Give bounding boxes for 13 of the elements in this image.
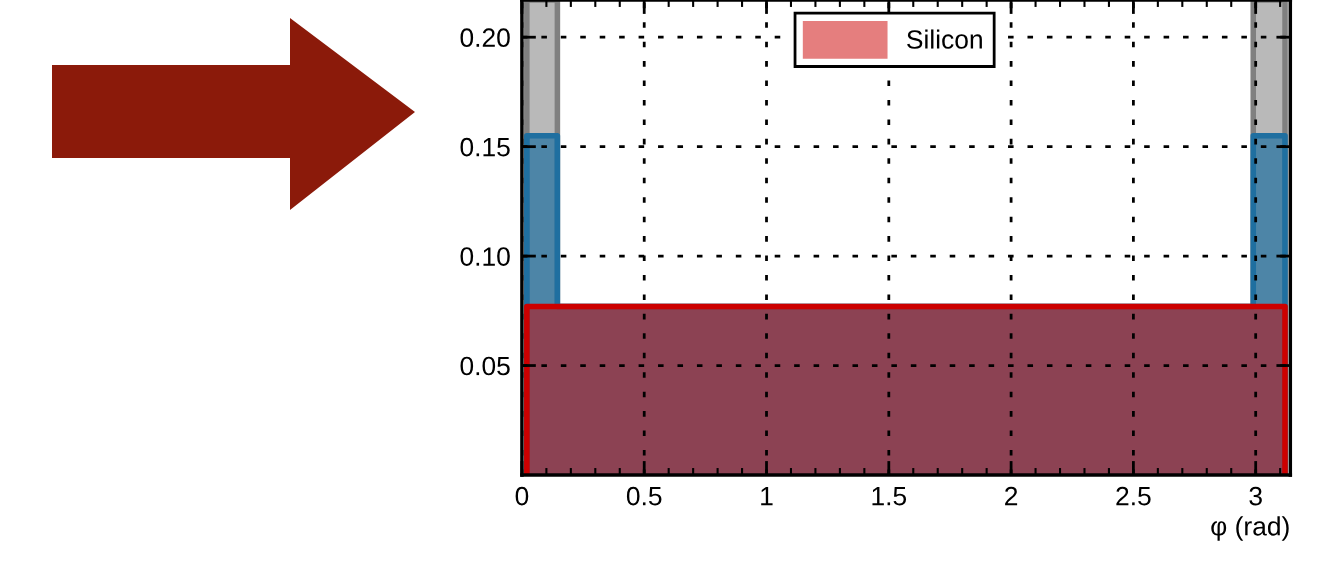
- y-tick-label: 0.10: [460, 247, 510, 266]
- x-tick-label: 2: [1005, 486, 1018, 506]
- x-tick-label: 1.5: [872, 487, 907, 506]
- x-tick-label: 0.5: [626, 486, 662, 506]
- y-tick-label: 0.20: [460, 28, 510, 48]
- x-axis-title: φ (rad): [1211, 516, 1289, 541]
- y-tick-label: 0.15: [460, 137, 510, 157]
- x-tick-label: 1: [761, 487, 773, 506]
- x-tick-label: 3: [1249, 486, 1262, 506]
- legend-label: Silicon: [907, 29, 982, 49]
- y-tick-label: 0.05: [460, 356, 510, 376]
- x-tick-label: 2.5: [1116, 486, 1151, 506]
- x-tick-label: 0: [515, 486, 529, 506]
